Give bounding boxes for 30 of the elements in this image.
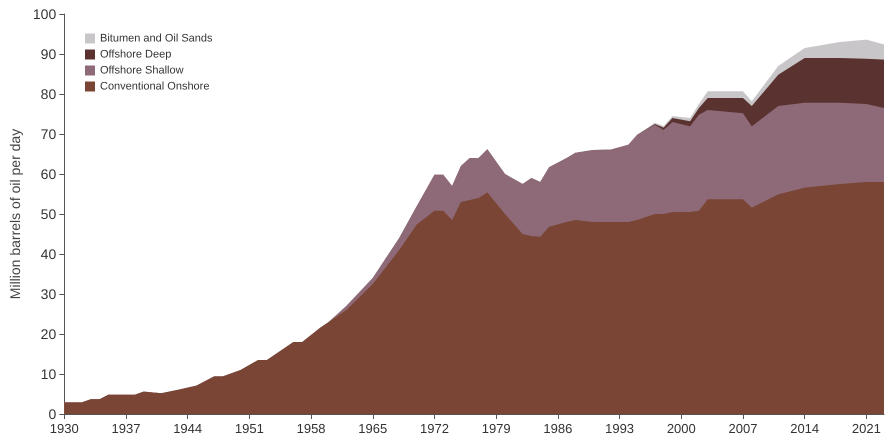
legend-label: Bitumen and Oil Sands: [100, 32, 214, 44]
x-tick-label: 1986: [543, 421, 572, 436]
x-tick-label: 2007: [728, 421, 758, 436]
y-tick-label: 90: [40, 46, 56, 62]
x-tick-label: 1979: [482, 421, 511, 436]
y-tick-label: 10: [40, 366, 56, 382]
legend-label: Offshore Deep: [100, 48, 172, 60]
legend-label: Offshore Shallow: [100, 64, 184, 76]
x-tick-label: 1930: [50, 421, 79, 436]
y-tick-label: 50: [40, 206, 56, 222]
y-tick-label: 60: [40, 166, 56, 182]
y-tick-label: 80: [40, 86, 56, 102]
x-tick-label: 2021: [852, 421, 881, 436]
x-tick-label: 1937: [112, 421, 140, 436]
x-tick-label: 1944: [173, 421, 202, 436]
y-tick-label: 20: [40, 326, 56, 342]
y-axis-title: Million barrels of oil per day: [7, 128, 23, 300]
y-tick-label: 70: [40, 126, 56, 142]
y-tick-label: 100: [32, 6, 56, 22]
x-tick-label: 1993: [605, 421, 634, 436]
x-tick-label: 1965: [358, 421, 388, 436]
legend-label: Conventional Onshore: [100, 80, 210, 92]
x-tick-label: 2014: [790, 421, 820, 436]
y-tick-label: 0: [48, 406, 56, 422]
y-tick-label: 30: [40, 286, 56, 302]
y-tick-label: 40: [40, 246, 56, 262]
x-tick-label: 2000: [666, 421, 696, 436]
x-tick-label: 1972: [420, 421, 449, 436]
x-tick-label: 1958: [296, 421, 326, 436]
x-tick-label: 1951: [234, 421, 264, 436]
